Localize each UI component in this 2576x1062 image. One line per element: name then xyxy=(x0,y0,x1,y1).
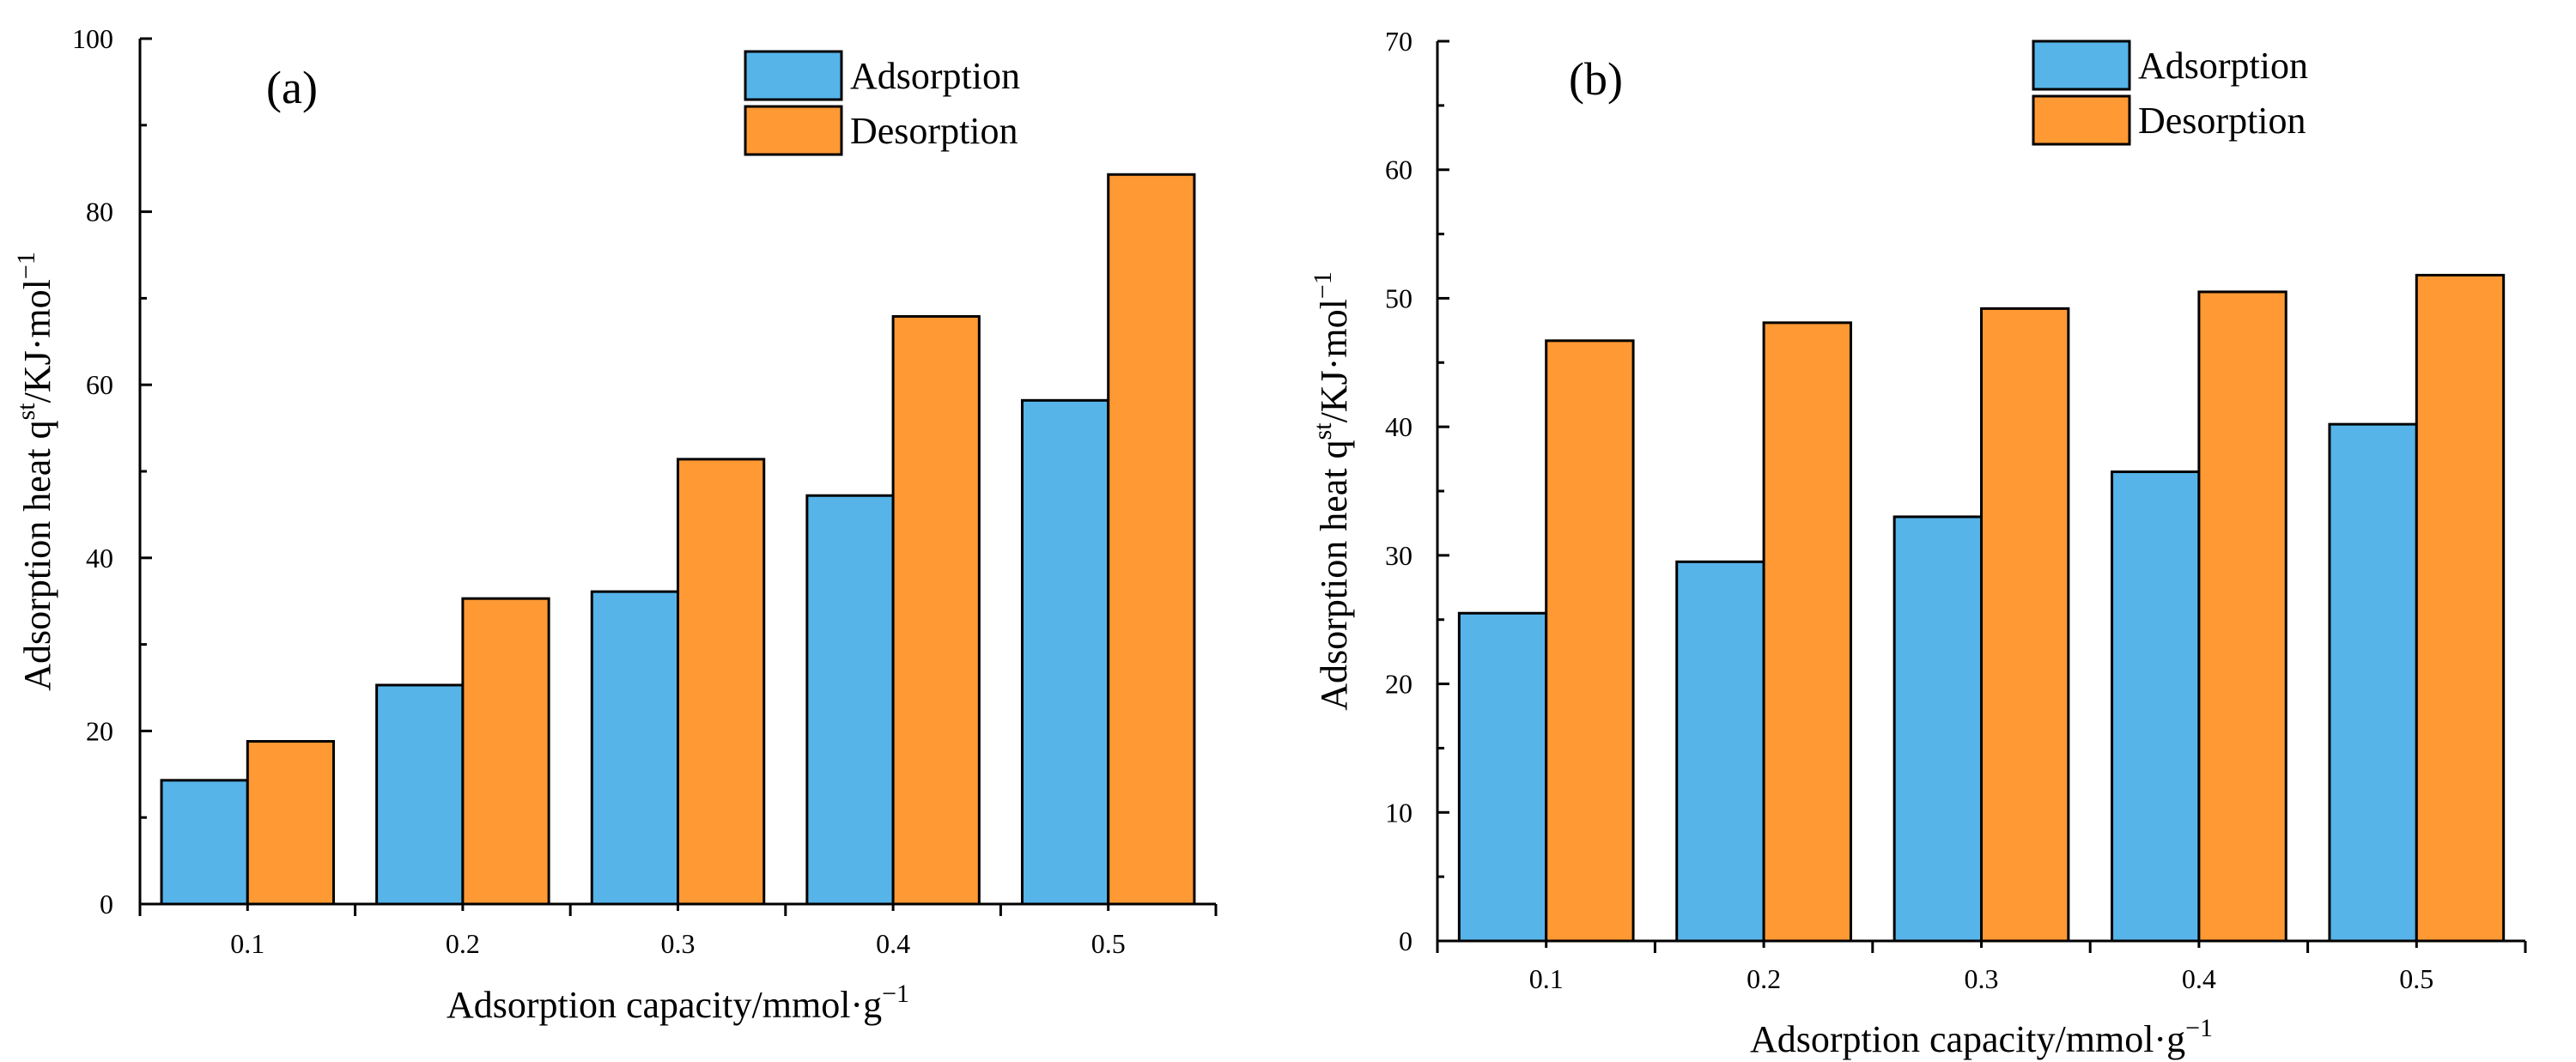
y-axis-title-unit: /KJ·mol xyxy=(1313,299,1355,422)
x-tick-label: 0.4 xyxy=(876,928,910,959)
y-tick-label: 60 xyxy=(86,369,113,400)
panel-label: (a) xyxy=(266,62,318,113)
bar-adsorption-0.3 xyxy=(1893,515,1983,943)
y-axis-title-text: Adsorption heat q xyxy=(1313,440,1355,710)
bar-desorption-0.5 xyxy=(2415,273,2506,943)
x-axis-title: Adsorption capacity/mmol·g−1 xyxy=(447,980,909,1026)
bar-desorption-0.4 xyxy=(891,315,981,906)
bar-adsorption-0.4 xyxy=(2111,470,2201,943)
y-axis-title-unit: /KJ·mol xyxy=(16,279,58,403)
x-tick-label: 0.1 xyxy=(1529,963,1564,994)
legend-label-adsorption: Adsorption xyxy=(2138,45,2308,87)
x-axis-title-superscript: −1 xyxy=(882,980,909,1008)
chart-panel-b: 0 10 20 30 40 50 60 70 0.1 0.2 0.3 0.4 0.5 Adsorption… xyxy=(1309,26,2527,1060)
legend-label-desorption: Desorption xyxy=(2138,100,2306,142)
legend-label-desorption: Desorption xyxy=(850,110,1018,152)
x-axis-title-text: Adsorption capacity/mmol·g xyxy=(447,984,882,1026)
y-axis-title-superscript-st: st xyxy=(12,403,40,421)
y-tick-label: 80 xyxy=(86,197,113,228)
y-axis-title-superscript-st: st xyxy=(1309,422,1337,440)
x-tick-label: 0.3 xyxy=(661,928,696,959)
bar-desorption-0.5 xyxy=(1107,173,1196,906)
x-tick-label: 0.4 xyxy=(2182,963,2216,994)
y-tick-label: 20 xyxy=(86,715,113,746)
y-tick-label: 60 xyxy=(1385,155,1413,185)
x-tick-label: 0.1 xyxy=(230,928,264,959)
legend-swatch-adsorption xyxy=(744,50,843,101)
x-tick-label: 0.5 xyxy=(1091,928,1126,959)
x-tick-label: 0.5 xyxy=(2399,963,2433,994)
y-tick-label: 0 xyxy=(100,889,113,919)
y-axis-title: Adsorption heat qst/KJ·mol−1 xyxy=(12,252,58,690)
y-tick-label: 70 xyxy=(1385,26,1413,57)
bar-desorption-0.2 xyxy=(1762,321,1852,943)
y-tick-label: 20 xyxy=(1385,669,1413,700)
panel-label: (b) xyxy=(1569,53,1623,105)
bar-desorption-0.1 xyxy=(246,739,336,906)
chart-panel-a: 0 20 40 60 80 100 0.1 0.2 0.3 0.4 0.5 Adsorption ca… xyxy=(12,23,1218,1026)
x-tick-label: 0.2 xyxy=(446,928,480,959)
bar-adsorption-0.2 xyxy=(1675,560,1765,943)
x-axis-title: Adsorption capacity/mmol·g−1 xyxy=(1750,1014,2213,1060)
y-tick-label: 0 xyxy=(1399,925,1413,956)
bar-desorption-0.3 xyxy=(677,458,766,906)
bar-desorption-0.2 xyxy=(461,597,550,906)
legend-label-adsorption: Adsorption xyxy=(850,55,1020,97)
bar-adsorption-0.5 xyxy=(2328,422,2418,943)
bar-desorption-0.3 xyxy=(1980,306,2070,943)
y-tick-label: 30 xyxy=(1385,540,1413,571)
bar-adsorption-0.3 xyxy=(590,590,680,906)
bar-adsorption-0.4 xyxy=(805,494,895,906)
y-axis-title-text: Adsorption heat q xyxy=(16,420,58,690)
y-axis-title-superscript: −1 xyxy=(12,252,40,279)
y-tick-label: 40 xyxy=(1385,411,1413,442)
x-axis-title-text: Adsorption capacity/mmol·g xyxy=(1750,1018,2185,1060)
y-axis-title-superscript: −1 xyxy=(1309,271,1337,299)
bar-desorption-0.1 xyxy=(1545,339,1635,943)
x-tick-label: 0.2 xyxy=(1747,963,1781,994)
y-tick-label: 40 xyxy=(86,543,113,573)
y-axis-title: Adsorption heat qst/KJ·mol−1 xyxy=(1309,271,1355,710)
y-tick-label: 100 xyxy=(72,23,113,54)
bar-adsorption-0.5 xyxy=(1020,398,1110,906)
legend-swatch-desorption xyxy=(744,105,843,156)
legend-swatch-desorption xyxy=(2032,94,2131,146)
x-axis-title-superscript: −1 xyxy=(2185,1014,2213,1042)
bar-adsorption-0.2 xyxy=(375,683,465,906)
x-tick-label: 0.3 xyxy=(1965,963,1999,994)
y-tick-label: 10 xyxy=(1385,797,1413,828)
bar-desorption-0.4 xyxy=(2197,290,2287,943)
bar-adsorption-0.1 xyxy=(160,779,249,906)
y-tick-label: 50 xyxy=(1385,282,1413,313)
bar-adsorption-0.1 xyxy=(1457,611,1548,943)
legend-swatch-adsorption xyxy=(2032,39,2131,91)
